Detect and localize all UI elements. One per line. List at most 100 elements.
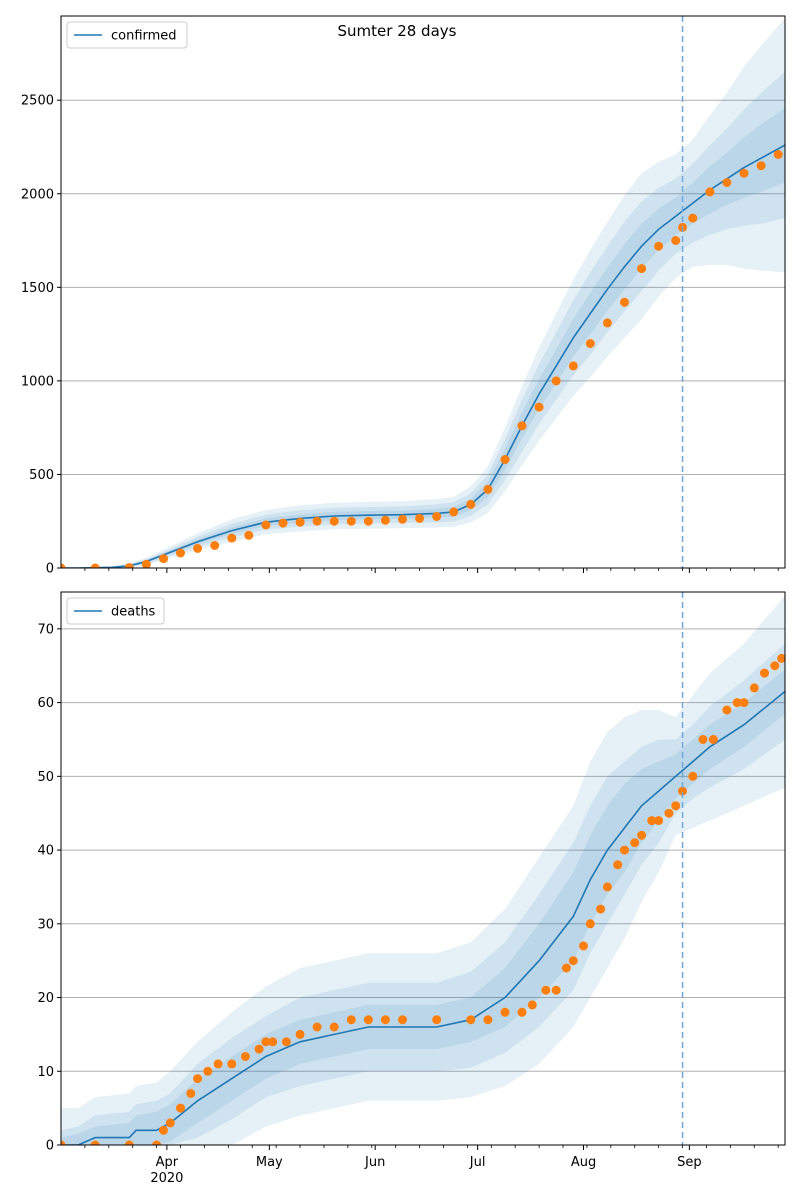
data-point bbox=[261, 1037, 271, 1047]
data-point bbox=[602, 882, 612, 892]
data-point bbox=[585, 919, 595, 929]
data-point bbox=[705, 187, 715, 197]
legend: deaths bbox=[66, 597, 165, 625]
data-point bbox=[620, 845, 629, 855]
data-point bbox=[500, 455, 510, 464]
data-point bbox=[363, 516, 373, 526]
data-point bbox=[124, 1140, 134, 1145]
y-tick-label: 10 bbox=[37, 1065, 54, 1080]
data-point bbox=[363, 1015, 373, 1025]
y-tick-label: 1500 bbox=[21, 281, 54, 296]
data-point bbox=[203, 1066, 213, 1076]
x-tick-sublabel: 2020 bbox=[150, 1171, 183, 1186]
data-point bbox=[654, 816, 664, 826]
data-point bbox=[541, 985, 551, 995]
data-point bbox=[760, 668, 769, 678]
data-point bbox=[261, 520, 271, 530]
data-point bbox=[254, 1044, 264, 1054]
data-point bbox=[312, 1022, 322, 1032]
data-point bbox=[213, 1059, 223, 1069]
data-point bbox=[432, 512, 442, 521]
data-point bbox=[312, 516, 322, 526]
y-tick-label: 2000 bbox=[21, 187, 54, 202]
data-point bbox=[295, 517, 305, 527]
data-point bbox=[732, 698, 742, 708]
data-point bbox=[329, 1022, 339, 1032]
data-point bbox=[268, 1037, 278, 1047]
data-point bbox=[568, 361, 578, 371]
data-point bbox=[739, 168, 749, 178]
data-point bbox=[346, 516, 356, 526]
y-tick-label: 1000 bbox=[21, 374, 54, 389]
data-point bbox=[380, 515, 390, 525]
data-point bbox=[90, 563, 100, 568]
data-point bbox=[722, 178, 732, 187]
data-point bbox=[227, 1059, 237, 1069]
data-point bbox=[585, 339, 595, 348]
chart-title: Sumter 28 days bbox=[338, 22, 457, 40]
data-point bbox=[466, 499, 476, 509]
data-point bbox=[773, 150, 783, 159]
fit-line bbox=[61, 690, 785, 1145]
data-point bbox=[596, 904, 606, 914]
data-point bbox=[227, 533, 237, 543]
data-point bbox=[210, 541, 220, 550]
data-point bbox=[176, 548, 185, 558]
data-point bbox=[534, 402, 544, 412]
data-point bbox=[432, 1015, 442, 1025]
data-point bbox=[415, 513, 425, 523]
y-tick-label: 0 bbox=[46, 1139, 54, 1154]
uncertainty-band bbox=[61, 595, 785, 1145]
data-point bbox=[90, 1140, 100, 1145]
data-point bbox=[176, 1103, 185, 1113]
axes-frame bbox=[60, 15, 786, 569]
data-point bbox=[602, 318, 612, 328]
data-point bbox=[579, 941, 588, 951]
data-point bbox=[449, 507, 459, 517]
data-point bbox=[61, 1140, 66, 1145]
plot-area bbox=[61, 595, 785, 1145]
data-point bbox=[722, 705, 732, 715]
data-point bbox=[671, 236, 681, 245]
y-tick-label: 70 bbox=[37, 622, 54, 637]
data-point bbox=[688, 213, 698, 223]
data-point bbox=[152, 1140, 162, 1145]
y-tick-label: 2500 bbox=[21, 94, 54, 109]
data-point bbox=[561, 963, 571, 973]
data-point bbox=[647, 816, 657, 826]
data-point bbox=[193, 1074, 203, 1084]
x-tick-label: May bbox=[256, 1155, 283, 1170]
uncertainty-band bbox=[61, 643, 785, 1145]
data-point bbox=[159, 1125, 168, 1135]
data-point bbox=[517, 1007, 527, 1017]
data-point bbox=[295, 1029, 305, 1039]
data-point bbox=[329, 516, 339, 526]
data-point bbox=[654, 241, 664, 251]
data-point bbox=[240, 1052, 250, 1061]
panel-confirmed: 0 500 1000 1500 2000 2500 confirmed bbox=[21, 15, 786, 577]
data-point bbox=[551, 376, 561, 386]
data-point bbox=[568, 956, 578, 966]
data-point bbox=[749, 683, 759, 693]
data-point bbox=[466, 1015, 476, 1025]
data-point bbox=[630, 838, 640, 848]
data-point bbox=[527, 1000, 537, 1010]
data-point bbox=[165, 1118, 175, 1128]
data-point bbox=[61, 563, 66, 568]
data-point bbox=[380, 1015, 390, 1025]
x-tick-label: Apr bbox=[156, 1155, 179, 1170]
data-point bbox=[193, 543, 203, 553]
x-tick-label: Jun bbox=[364, 1155, 385, 1170]
uncertainty-band bbox=[61, 72, 785, 568]
data-point bbox=[278, 518, 288, 528]
data-point bbox=[678, 786, 687, 796]
y-tick-label: 500 bbox=[29, 468, 54, 483]
x-tick-label: Jul bbox=[469, 1155, 486, 1170]
data-point bbox=[756, 161, 766, 171]
data-point bbox=[777, 653, 785, 663]
data-point bbox=[398, 514, 407, 524]
data-point bbox=[346, 1015, 356, 1025]
legend-label: confirmed bbox=[111, 29, 177, 44]
